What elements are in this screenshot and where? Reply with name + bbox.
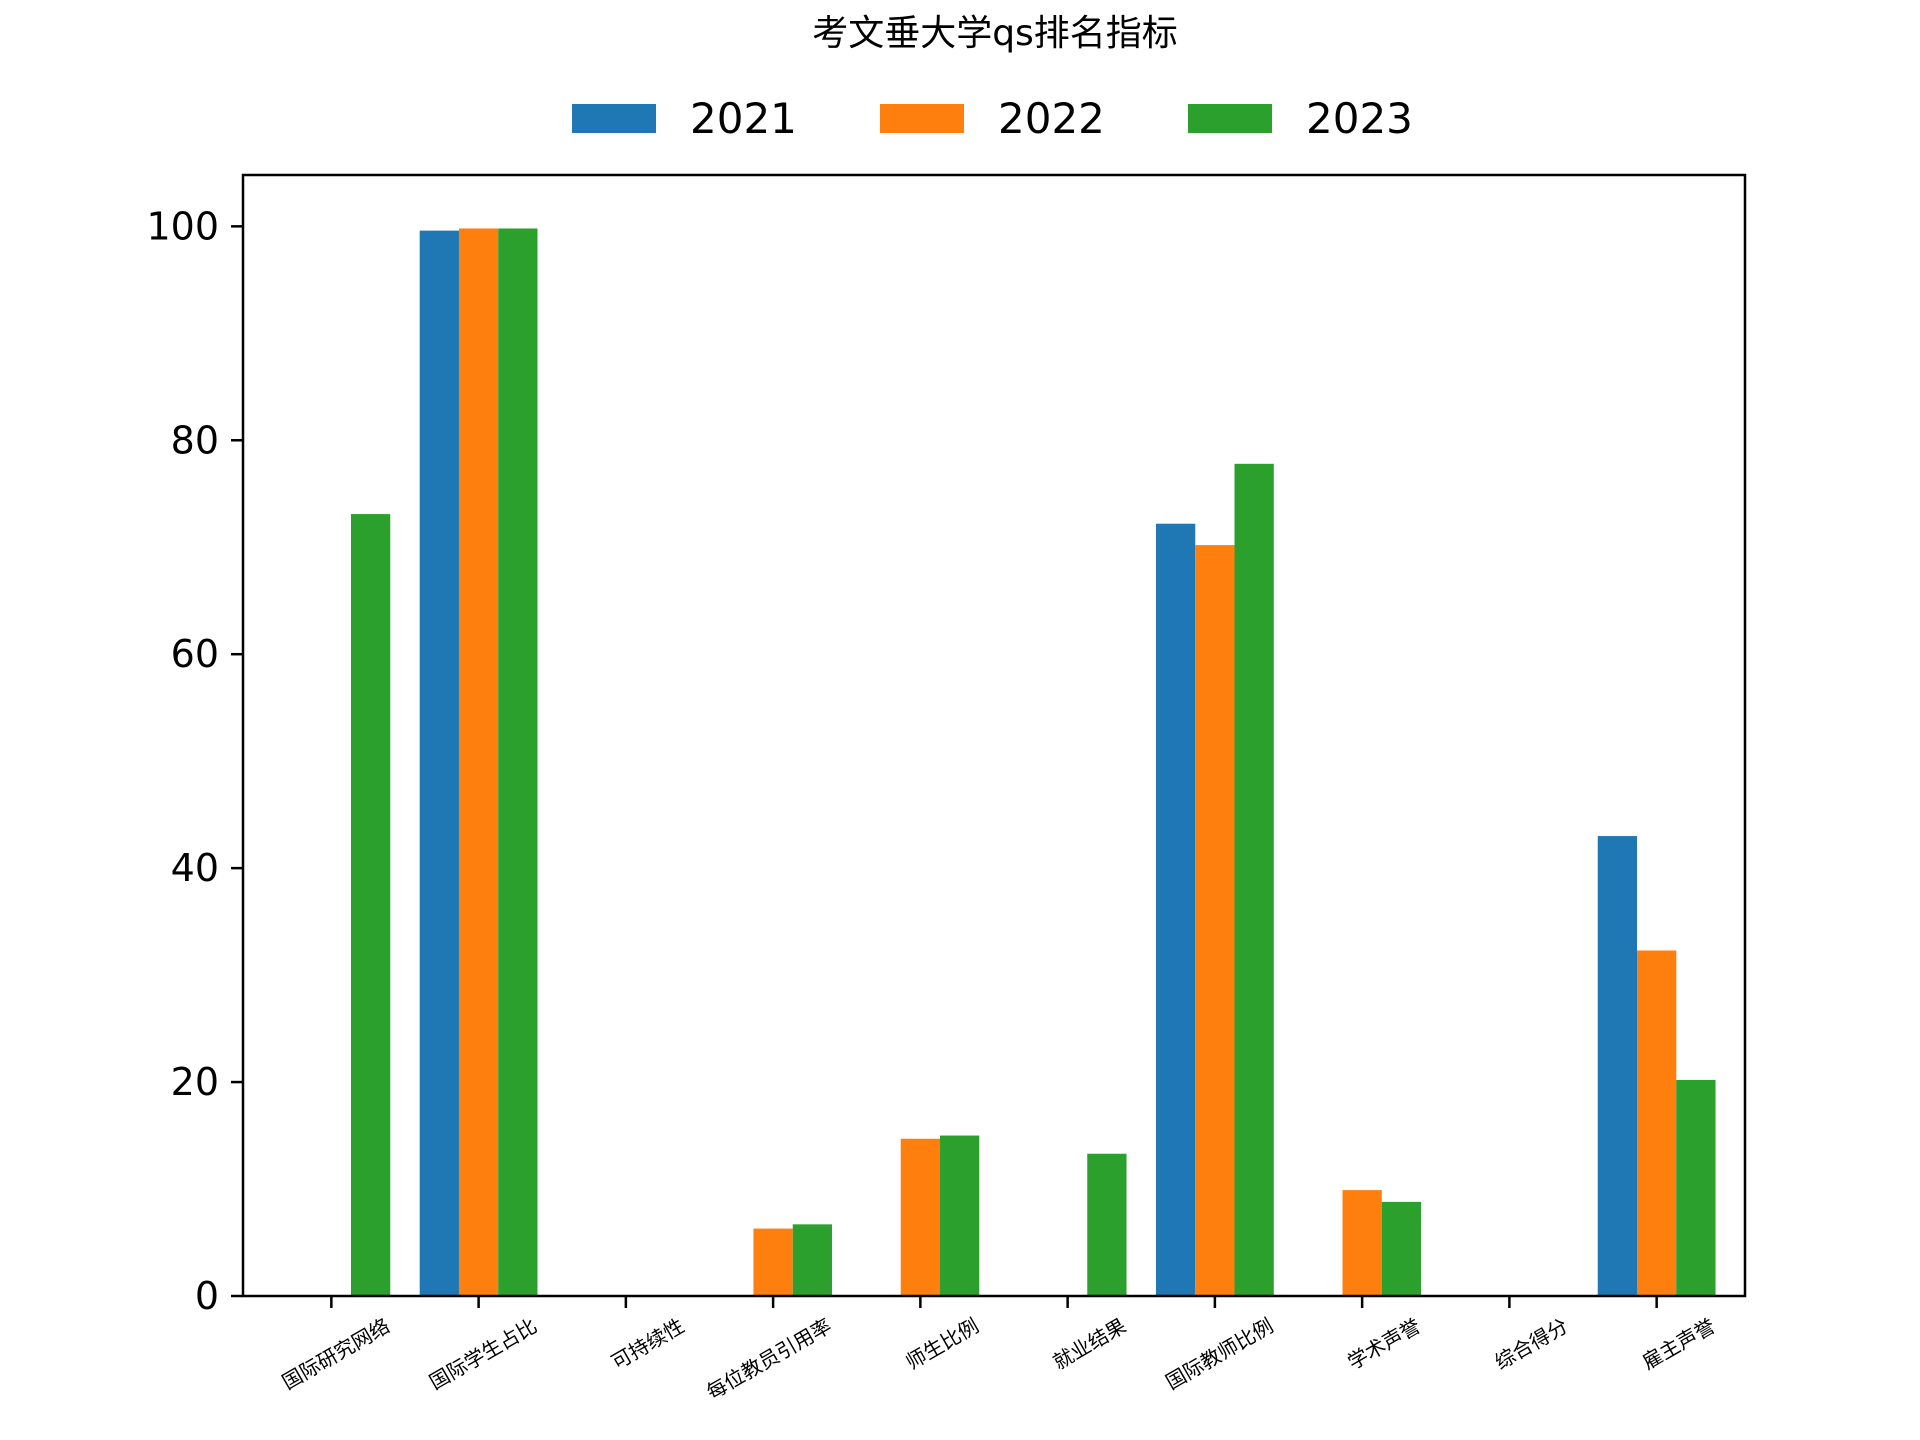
bar-2022-6 [1195, 545, 1235, 1296]
legend-label-2023: 2023 [1306, 94, 1413, 143]
bar-2023-9 [1676, 1079, 1716, 1296]
legend-label-2021: 2021 [690, 94, 797, 143]
legend-label-2022: 2022 [998, 94, 1105, 143]
bar-2023-7 [1381, 1201, 1422, 1296]
x-axis: 国际研究网络 国际学生占比 可持续性 每位教员引用率 师生比例 就业结果 国际教师比例 学术声… [278, 1296, 1719, 1404]
x-tick-label: 每位教员引用率 [702, 1314, 835, 1405]
y-tick-label: 60 [171, 632, 219, 676]
x-tick-label: 学术声誉 [1343, 1314, 1424, 1375]
x-tick-label: 可持续性 [607, 1314, 688, 1375]
bar-2021-1 [419, 230, 459, 1296]
x-tick-label: 国际学生占比 [425, 1314, 541, 1395]
bar-2022-4 [900, 1138, 941, 1296]
y-tick-label: 100 [146, 204, 219, 248]
y-tick-label: 40 [171, 846, 219, 890]
plot-frame [241, 173, 1747, 1298]
bars-group [350, 228, 1716, 1297]
bar-2023-5 [1087, 1153, 1127, 1296]
x-tick-label: 国际教师比例 [1161, 1314, 1277, 1395]
bar-2021-9 [1597, 836, 1638, 1296]
chart-title: 考文垂大学qs排名指标 [812, 13, 1178, 54]
x-tick-label: 雇主声誉 [1638, 1314, 1719, 1375]
bar-2021-6 [1155, 523, 1196, 1296]
bar-2023-3 [792, 1224, 833, 1296]
y-axis: 0 20 40 60 80 100 [146, 204, 243, 1318]
bar-2022-1 [458, 228, 499, 1297]
x-tick-label: 就业结果 [1049, 1314, 1130, 1375]
y-tick-label: 20 [171, 1060, 219, 1104]
bar-2023-1 [498, 228, 538, 1297]
legend-swatch-2021 [572, 104, 656, 133]
legend-swatch-2022 [880, 104, 964, 133]
y-tick-label: 0 [195, 1274, 219, 1318]
bar-2022-3 [753, 1228, 793, 1296]
x-tick-label: 师生比例 [902, 1314, 983, 1375]
bar-2023-6 [1234, 463, 1274, 1296]
bar-2022-7 [1342, 1190, 1382, 1296]
bar-2023-0 [350, 514, 391, 1296]
bar-2023-4 [940, 1135, 980, 1296]
legend: 2021 2022 2023 [572, 94, 1413, 143]
x-tick-label: 综合得分 [1491, 1314, 1572, 1375]
legend-swatch-2023 [1188, 104, 1272, 133]
bar-2022-9 [1637, 950, 1677, 1296]
y-tick-label: 80 [171, 418, 219, 462]
x-tick-label: 国际研究网络 [278, 1314, 394, 1395]
